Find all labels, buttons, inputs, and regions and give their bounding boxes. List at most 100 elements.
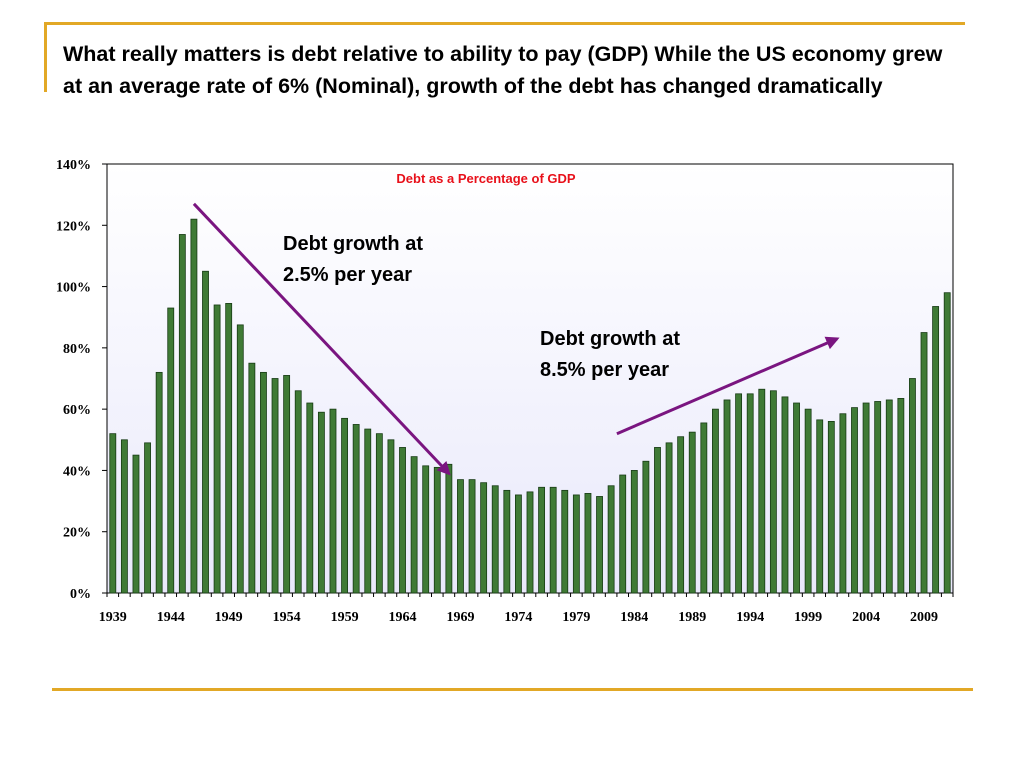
y-tick-label: 100% <box>56 281 91 296</box>
bar-1992 <box>723 399 731 594</box>
bar-1982 <box>607 485 615 594</box>
bar-1951 <box>248 362 256 594</box>
bar-1999 <box>804 408 812 594</box>
bar-1984 <box>630 470 638 594</box>
bar-1995 <box>758 388 766 594</box>
bar-1993 <box>735 393 743 594</box>
trend-arrow <box>616 336 840 436</box>
slide-title: What really matters is debt relative to … <box>63 42 943 98</box>
bar-1955 <box>294 390 302 594</box>
x-tick-label: 2009 <box>910 610 938 625</box>
x-tick-label: 1959 <box>331 610 359 625</box>
bar-1962 <box>375 433 383 594</box>
bar-1977 <box>549 486 557 594</box>
annotations: Debt growth at 2.5% per year Debt growth a… <box>192 202 840 476</box>
bar-1964 <box>399 447 406 594</box>
bar-2003 <box>851 407 858 594</box>
bar-2005 <box>874 401 882 594</box>
bar-1994 <box>746 393 754 594</box>
bar-1941 <box>132 454 140 594</box>
y-tick-label: 140% <box>56 158 91 173</box>
bar-2000 <box>816 419 824 594</box>
x-tick-label: 1949 <box>215 610 243 625</box>
y-tick-label: 20% <box>63 526 91 541</box>
y-tick-label: 0% <box>70 587 91 602</box>
bar-2011 <box>943 292 951 594</box>
bar-1959 <box>341 417 348 594</box>
bar-1987 <box>665 442 673 594</box>
bar-1997 <box>781 396 789 594</box>
bar-1952 <box>260 371 267 594</box>
x-tick-label: 1969 <box>446 610 474 625</box>
bar-1989 <box>688 431 696 594</box>
accent-rule-top <box>44 22 965 25</box>
bar-1944 <box>167 307 175 594</box>
x-tick-label: 1999 <box>794 610 822 625</box>
bar-2009 <box>920 332 928 594</box>
bar-1939 <box>109 433 117 594</box>
bar-1980 <box>584 493 592 594</box>
bar-1988 <box>677 436 685 594</box>
bar-1966 <box>422 465 430 594</box>
bar-1953 <box>271 378 279 594</box>
y-tick-label: 40% <box>63 464 91 479</box>
bar-1972 <box>491 485 499 594</box>
bar-2010 <box>932 306 940 594</box>
bar-1969 <box>457 479 464 594</box>
trend-arrow <box>192 202 451 476</box>
bar-1985 <box>642 460 650 594</box>
bar-1942 <box>144 442 151 594</box>
bar-1996 <box>769 390 777 594</box>
x-tick-label: 1984 <box>620 610 648 625</box>
bar-1956 <box>306 402 314 594</box>
bar-1949 <box>225 303 233 594</box>
bar-1991 <box>712 408 719 594</box>
bar-2006 <box>885 399 893 594</box>
y-tick-label: 80% <box>63 342 91 357</box>
bar-1950 <box>236 324 244 594</box>
bar-1967 <box>433 466 441 594</box>
annotation-text-line: Debt growth at <box>540 328 680 350</box>
bar-1998 <box>793 402 800 594</box>
bar-1960 <box>352 424 360 594</box>
bar-1975 <box>526 491 534 594</box>
x-tick-label: 1944 <box>157 610 185 625</box>
bar-1946 <box>190 218 198 594</box>
bar-series <box>109 218 951 594</box>
bar-1963 <box>387 439 395 594</box>
x-tick-label: 1989 <box>678 610 706 625</box>
bar-1971 <box>480 482 488 594</box>
x-tick-label: 1979 <box>562 610 590 625</box>
bar-1947 <box>202 270 209 594</box>
y-axis: 0% 20% 40% 60% 80% 100% 120% 140% <box>56 158 107 602</box>
bar-1974 <box>515 494 522 594</box>
x-axis: 1939 1944 1949 1954 1959 1964 1969 1974 1979 1984… <box>99 593 954 625</box>
bar-1943 <box>155 371 163 594</box>
y-tick-label: 120% <box>56 219 91 234</box>
bar-1945 <box>178 234 186 594</box>
y-tick-label: 60% <box>63 403 91 418</box>
annotation-text-line: 8.5% per year <box>540 359 669 381</box>
bar-1986 <box>654 447 661 594</box>
bar-2002 <box>839 413 847 594</box>
bar-1981 <box>596 496 603 594</box>
bar-1990 <box>700 422 708 594</box>
x-tick-label: 1954 <box>273 610 301 625</box>
bar-1976 <box>538 486 546 594</box>
x-tick-label: 2004 <box>852 610 880 625</box>
bar-1983 <box>619 474 627 594</box>
x-tick-label: 1939 <box>99 610 127 625</box>
bar-1948 <box>213 304 221 594</box>
bar-1940 <box>120 439 128 594</box>
bar-1954 <box>283 375 291 594</box>
bar-1961 <box>364 428 372 594</box>
annotation-text-line: 2.5% per year <box>283 264 412 286</box>
x-tick-label: 1964 <box>389 610 417 625</box>
bar-2004 <box>862 402 870 594</box>
bar-1965 <box>410 456 418 594</box>
bar-2008 <box>909 378 916 594</box>
x-tick-label: 1974 <box>504 610 532 625</box>
accent-rule-bottom <box>52 688 973 691</box>
bar-1957 <box>317 411 325 594</box>
